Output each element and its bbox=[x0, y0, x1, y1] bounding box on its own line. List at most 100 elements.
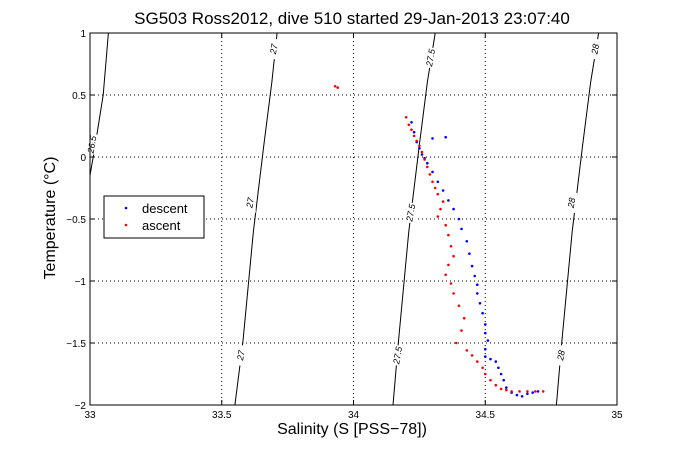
ascent-point bbox=[439, 207, 442, 211]
plot-area: 26.5 27 27 27 27.5 27.5 27.5 28 28 28 33 33.5 34 34.5… bbox=[66, 29, 623, 421]
ascent-point bbox=[333, 85, 337, 88]
ascent-point bbox=[499, 387, 503, 391]
ascent-point bbox=[404, 116, 408, 119]
y-tick-label: −0.5 bbox=[66, 215, 86, 226]
x-tick-label: 33.5 bbox=[212, 410, 232, 421]
contour-label: 28 bbox=[555, 349, 567, 362]
y-tick-label: 0.5 bbox=[72, 91, 86, 102]
ascent-point bbox=[534, 390, 537, 393]
descent-point bbox=[526, 392, 529, 396]
ascent-point bbox=[484, 372, 487, 376]
x-tick-label: 33 bbox=[84, 410, 96, 421]
contour-label-bg bbox=[590, 39, 601, 60]
ascent-point bbox=[455, 341, 458, 345]
ascent-point bbox=[428, 173, 432, 176]
descent-point bbox=[418, 147, 421, 150]
descent-point bbox=[484, 331, 487, 335]
descent-point bbox=[468, 252, 471, 255]
descent-point bbox=[515, 393, 519, 397]
contour-label-bg bbox=[236, 345, 247, 366]
ascent-point bbox=[505, 388, 508, 392]
descent-point bbox=[431, 137, 434, 140]
contour-label-bg bbox=[269, 39, 280, 60]
descent-point bbox=[502, 378, 506, 382]
descent-point bbox=[410, 121, 413, 124]
ascent-point bbox=[447, 263, 450, 267]
ascent-point bbox=[452, 292, 455, 295]
contour-label-bg bbox=[393, 345, 404, 366]
ascent-point bbox=[518, 390, 521, 393]
descent-point bbox=[457, 217, 461, 221]
ascent-point bbox=[444, 223, 448, 227]
descent-point bbox=[412, 130, 416, 134]
x-tick-label: 34 bbox=[348, 410, 360, 421]
descent-point bbox=[494, 360, 498, 363]
ascent-point bbox=[420, 150, 424, 154]
descent-point bbox=[426, 161, 429, 165]
ascent-point bbox=[433, 186, 437, 190]
ascent-point bbox=[465, 349, 469, 352]
descent-point bbox=[486, 339, 490, 342]
y-tick-label: −1 bbox=[75, 277, 87, 288]
contour-label-bg bbox=[556, 345, 567, 366]
ascent-point bbox=[457, 304, 461, 308]
contour-label-bg bbox=[245, 192, 256, 213]
contour-label: 27 bbox=[235, 349, 247, 363]
descent-point bbox=[484, 355, 487, 358]
ascent-point bbox=[449, 282, 453, 285]
descent-point bbox=[470, 264, 474, 268]
legend-label-descent: descent bbox=[142, 201, 188, 216]
descent-point bbox=[499, 372, 503, 376]
legend-box bbox=[103, 195, 205, 239]
chart-title: SG503 Ross2012, dive 510 started 29-Jan-… bbox=[134, 9, 570, 28]
y-tick-label: −2 bbox=[75, 401, 87, 412]
descent-point bbox=[436, 180, 440, 184]
descent-point bbox=[465, 240, 469, 243]
ascent-point bbox=[494, 383, 498, 387]
descent-point bbox=[444, 135, 448, 139]
ascent-point bbox=[412, 134, 416, 138]
ascent-point bbox=[526, 390, 529, 393]
descent-point bbox=[531, 391, 534, 394]
y-tick-label: 1 bbox=[80, 29, 86, 40]
descent-point bbox=[441, 189, 445, 192]
descent-point bbox=[536, 390, 540, 393]
descent-point bbox=[481, 311, 484, 315]
ascent-point bbox=[426, 165, 429, 169]
descent-point bbox=[489, 357, 492, 361]
descent-point bbox=[484, 347, 487, 351]
descent-point bbox=[460, 227, 463, 231]
ascent-point bbox=[476, 360, 479, 363]
x-tick-label: 35 bbox=[611, 410, 623, 421]
descent-point bbox=[497, 366, 500, 370]
y-tick-label: 0 bbox=[80, 153, 86, 164]
descent-point bbox=[420, 153, 424, 156]
ascent-point bbox=[489, 378, 492, 382]
contour-label: 28 bbox=[589, 43, 601, 56]
contour-label: 28 bbox=[566, 197, 578, 210]
contour-label: 27 bbox=[244, 196, 256, 210]
ascent-point bbox=[481, 366, 484, 370]
descent-point bbox=[520, 395, 524, 398]
ascent-point bbox=[510, 390, 513, 393]
contour-label: 27.5 bbox=[404, 202, 417, 223]
y-axis-label: Temperature (°C) bbox=[42, 157, 59, 280]
ascent-point bbox=[462, 316, 466, 320]
ascent-point bbox=[415, 139, 419, 143]
contour-label-bg bbox=[406, 202, 417, 223]
contour-label: 27.5 bbox=[391, 345, 404, 366]
contour-label-bg bbox=[567, 192, 578, 213]
ascent-point bbox=[460, 329, 463, 332]
ascent-point bbox=[441, 200, 445, 203]
descent-point bbox=[505, 386, 508, 389]
contour-label: 26.5 bbox=[85, 134, 98, 155]
descent-point bbox=[447, 199, 450, 202]
descent-point bbox=[478, 302, 482, 305]
density-contour-line bbox=[89, 32, 109, 176]
x-tick-label: 34.5 bbox=[476, 410, 496, 421]
ascent-point bbox=[407, 123, 411, 127]
descent-point bbox=[431, 170, 434, 174]
ascent-point bbox=[449, 245, 453, 248]
ascent-point bbox=[410, 128, 413, 131]
